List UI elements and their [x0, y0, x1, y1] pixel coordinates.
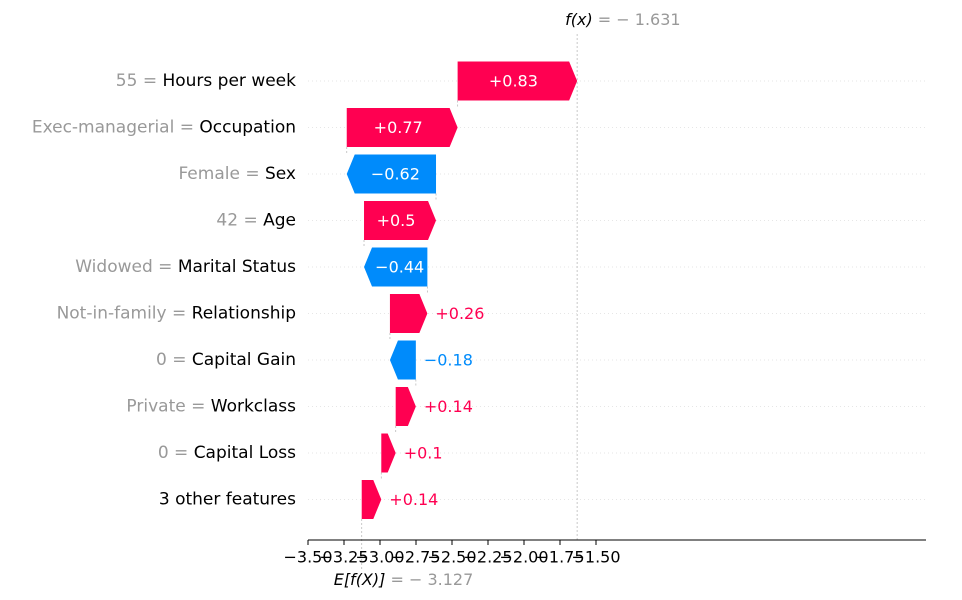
x-tick-label: −3.25 — [319, 548, 368, 567]
x-tick-label: −2.25 — [463, 548, 512, 567]
feature-value: 42 = — [216, 211, 263, 231]
feature-name: Marital Status — [178, 257, 296, 277]
feature-name: Workclass — [211, 397, 296, 417]
feature-label: 55 = Hours per week — [116, 71, 296, 91]
feature-value: Private = — [126, 397, 210, 417]
shap-value-label: +0.1 — [404, 444, 443, 463]
feature-name: Sex — [265, 164, 296, 184]
value-annotations: f(x) = − 1.631 E[f(X)] = − 3.127 — [334, 10, 681, 589]
shap-bar — [346, 154, 437, 194]
feature-value: Widowed = — [75, 257, 178, 277]
feature-value: Exec-managerial = — [32, 118, 200, 138]
row-gridlines — [308, 80, 926, 500]
shap-value-label: −0.18 — [424, 351, 473, 370]
shap-bar — [364, 201, 437, 240]
x-tick-label: −3.50 — [283, 548, 332, 567]
feature-name: Age — [263, 211, 296, 231]
fx-value: = − 1.631 — [593, 10, 681, 29]
shap-bar — [381, 433, 396, 473]
fx-symbol: f(x) — [565, 10, 593, 29]
feature-label: Widowed = Marital Status — [75, 257, 296, 277]
feature-value: 55 = — [116, 71, 163, 91]
feature-value: 0 = — [158, 443, 194, 463]
x-tick-label: −1.50 — [571, 548, 620, 567]
feature-value: Not-in-family = — [57, 304, 192, 324]
shap-bar — [364, 247, 428, 287]
shap-value-label: +0.14 — [389, 490, 438, 509]
shap-bar — [389, 294, 428, 333]
feature-name: Hours per week — [162, 71, 296, 91]
x-tick-label: −1.75 — [535, 548, 584, 567]
feature-name: Occupation — [199, 118, 296, 138]
feature-name: Capital Loss — [194, 443, 296, 463]
feature-labels: 55 = Hours per week Exec-managerial = Occ… — [32, 71, 296, 510]
shap-bar — [395, 387, 416, 426]
shap-value-label: +0.26 — [435, 304, 484, 323]
feature-value: 0 = — [156, 350, 192, 370]
feature-name: Capital Gain — [192, 350, 296, 370]
shap-bar — [389, 340, 416, 380]
x-tick-label: −3.00 — [355, 548, 404, 567]
feature-label: Exec-managerial = Occupation — [32, 118, 296, 138]
bars: +0.83 +0.77 −0.62 +0.5 −0.44 +0.26 −0.18 +0.14 +… — [346, 61, 578, 519]
shap-value-label: −0.62 — [371, 165, 420, 184]
fx-annotation: f(x) = − 1.631 — [565, 10, 680, 29]
feature-label: Not-in-family = Relationship — [57, 304, 296, 324]
shap-bar — [346, 108, 458, 147]
feature-name: Relationship — [192, 304, 296, 324]
shap-bar — [361, 480, 382, 519]
base-value-value: = − 3.127 — [385, 570, 473, 589]
x-tick-label: −2.75 — [391, 548, 440, 567]
shap-value-label: +0.77 — [374, 118, 423, 137]
feature-label: 0 = Capital Gain — [156, 350, 296, 370]
x-axis: −3.50−3.25−3.00−2.75−2.50−2.25−2.00−1.75… — [283, 539, 926, 567]
feature-label: Female = Sex — [178, 164, 296, 184]
x-tick-label: −2.00 — [499, 548, 548, 567]
shap-bar — [457, 61, 578, 101]
shap-value-label: +0.83 — [489, 72, 538, 91]
feature-value: Female = — [178, 164, 265, 184]
feature-label: 3 other features — [159, 490, 296, 510]
feature-name: 3 other features — [159, 490, 296, 510]
base-value-symbol: E[f(X)] — [334, 570, 386, 589]
shap-value-label: +0.5 — [377, 211, 416, 230]
shap-value-label: −0.44 — [375, 258, 424, 277]
reference-lines — [346, 34, 578, 570]
feature-label: Private = Workclass — [126, 397, 296, 417]
x-tick-label: −2.50 — [427, 548, 476, 567]
shap-value-label: +0.14 — [424, 397, 473, 416]
base-value-annotation: E[f(X)] = − 3.127 — [334, 570, 474, 589]
feature-label: 0 = Capital Loss — [158, 443, 296, 463]
feature-label: 42 = Age — [216, 211, 296, 231]
